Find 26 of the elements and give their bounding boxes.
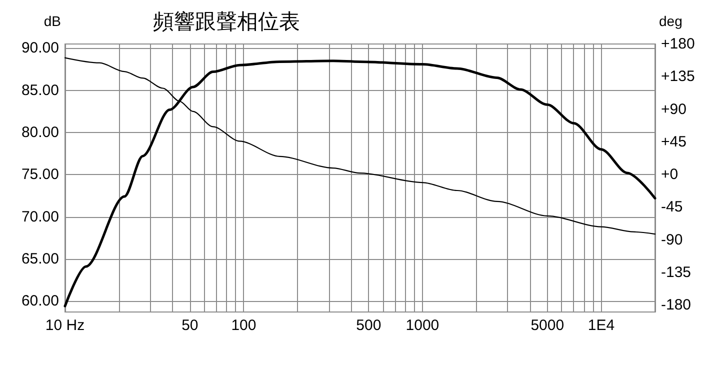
y2-tick-label: -180 [661,296,692,314]
x-tick-label: 500 [356,317,382,334]
y2-axis-title: deg [659,13,682,29]
y-tick-label: 75.00 [21,166,59,184]
x-tick-label: 50 [182,317,198,334]
y-tick-label: 80.00 [21,124,59,141]
x-tick-label: 100 [231,317,256,334]
y2-tick-label: -135 [661,264,692,281]
y2-tick-label: -90 [661,231,683,248]
y-axis-title: dB [44,13,61,29]
y2-tick-label: +0 [661,166,678,184]
y2-tick-label: +135 [661,68,695,86]
y2-tick-label: +90 [661,100,686,118]
y-tick-label: 65.00 [21,250,59,268]
y2-tick-label: +45 [661,133,686,150]
y-tick-label: 60.00 [21,292,59,310]
x-tick-label: 5000 [530,317,564,334]
chart-title: 頻響跟聲相位表 [153,10,300,34]
y-tick-label: 90.00 [21,40,59,57]
x-tick-label: 10 Hz [45,317,85,334]
x-tick-label: 1000 [406,317,440,334]
y2-tick-label: +180 [661,36,695,52]
y-tick-label: 85.00 [21,82,59,99]
y-tick-label: 70.00 [21,208,59,226]
x-tick-label: 1E4 [588,317,615,334]
y2-tick-label: -45 [661,198,683,216]
